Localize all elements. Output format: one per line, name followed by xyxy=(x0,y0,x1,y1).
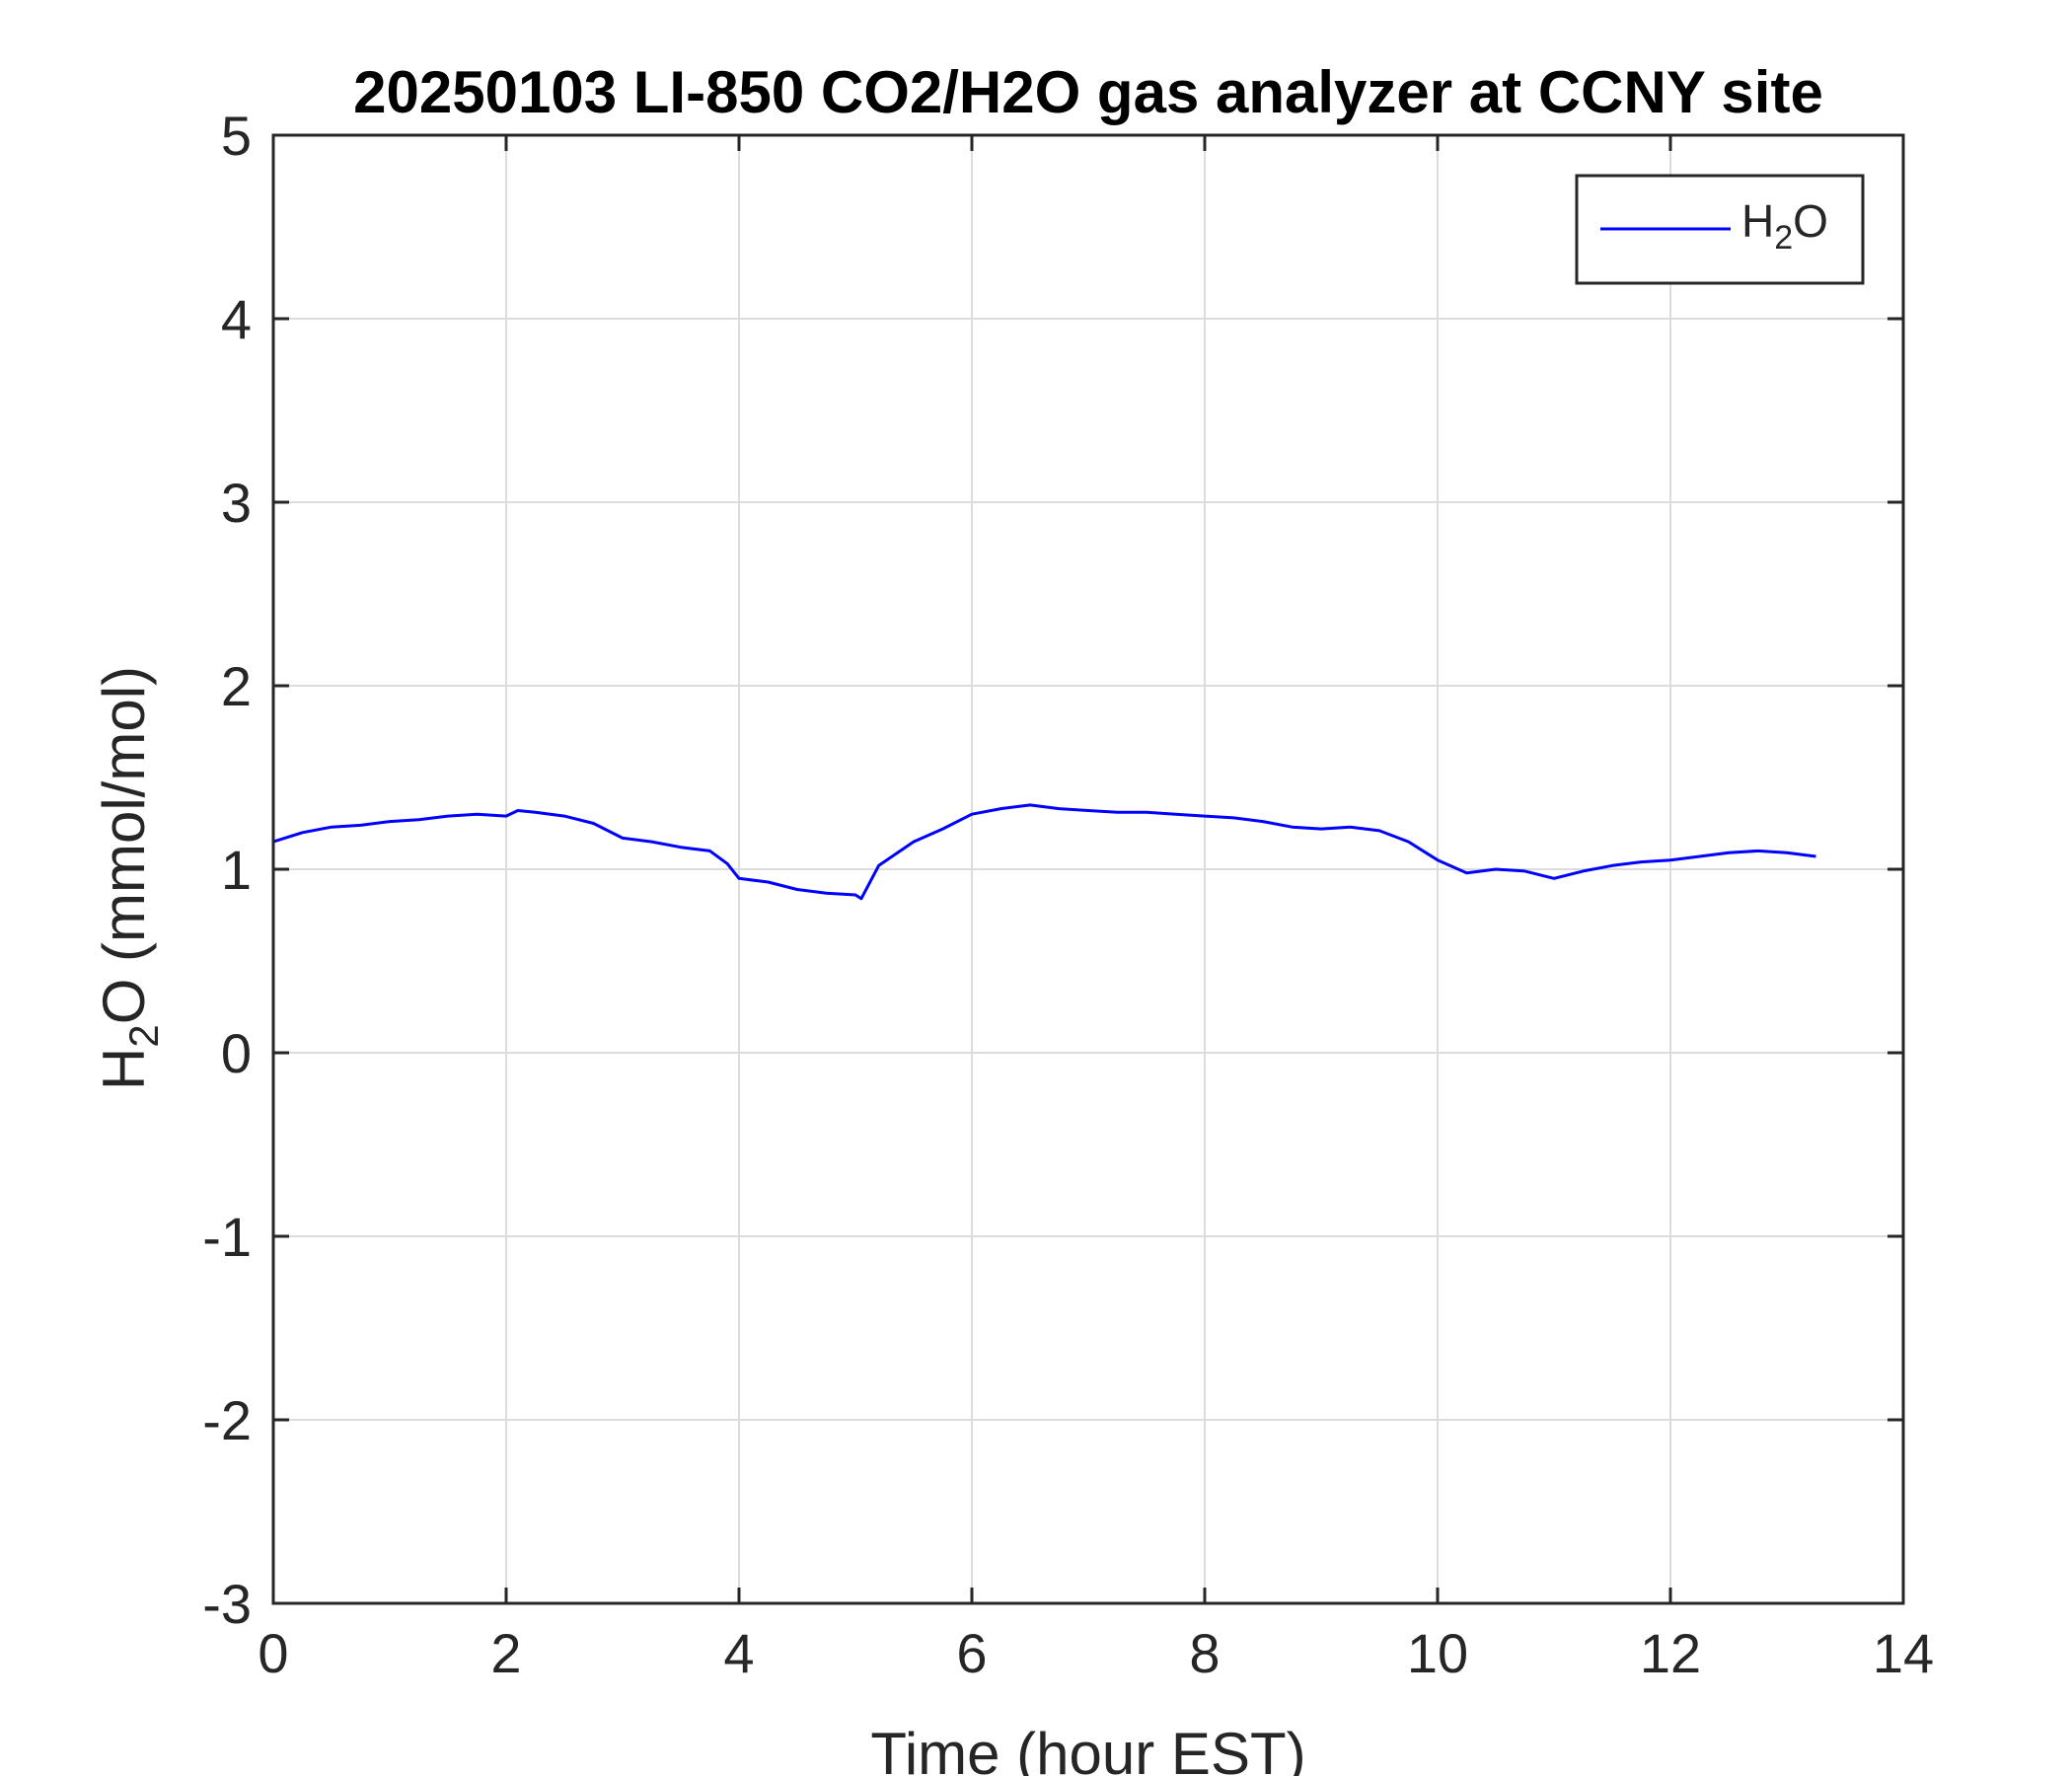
x-tick-label: 14 xyxy=(1873,1622,1934,1684)
x-axis-label: Time (hour EST) xyxy=(870,1721,1305,1776)
x-tick-label: 4 xyxy=(723,1622,754,1684)
y-tick-label: -2 xyxy=(202,1389,252,1451)
x-tick-label: 10 xyxy=(1407,1622,1468,1684)
y-tick-label: 5 xyxy=(221,105,252,167)
y-tick-label: 2 xyxy=(221,655,252,717)
chart-title: 20250103 LI-850 CO2/H2O gas analyzer at … xyxy=(353,59,1823,125)
grid xyxy=(273,135,1903,1603)
y-tick-label: 4 xyxy=(221,288,252,350)
legend-label-h2o: H2O xyxy=(1741,195,1828,257)
x-tick-label: 0 xyxy=(258,1622,288,1684)
series-layer xyxy=(272,803,1816,901)
series-line-h2o xyxy=(272,803,1816,901)
y-tick-label: 0 xyxy=(221,1022,252,1084)
y-tick-label: 1 xyxy=(221,839,252,901)
x-tick-label: 8 xyxy=(1189,1622,1220,1684)
x-tick-label: 6 xyxy=(956,1622,987,1684)
y-tick-label: -1 xyxy=(202,1206,252,1268)
x-tick-label: 12 xyxy=(1640,1622,1701,1684)
y-tick-label: 3 xyxy=(221,472,252,534)
x-tick-label: 2 xyxy=(490,1622,521,1684)
legend: H2O xyxy=(1575,174,1865,285)
y-tick-label: -3 xyxy=(202,1573,252,1635)
y-axis-label: H2O (mmol/mol) xyxy=(91,666,167,1090)
